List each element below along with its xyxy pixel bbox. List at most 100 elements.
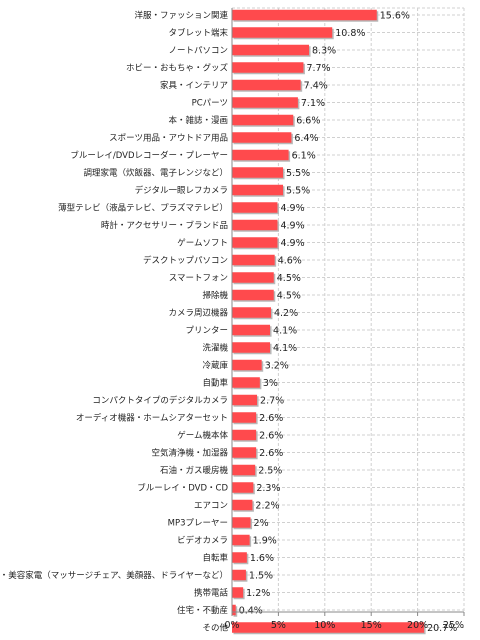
category-label: スポーツ用品・アウトドア用品	[109, 134, 228, 144]
category-label: ゲーム機本体	[177, 430, 228, 441]
category-label: デスクトップパソコン	[143, 255, 228, 266]
value-label: 2.5%	[258, 466, 282, 477]
bar	[232, 552, 247, 563]
bar	[232, 9, 377, 21]
category-label: デジタル一眼レフカメラ	[135, 185, 228, 196]
x-tick-label: 10%	[314, 620, 335, 631]
value-label: 7.7%	[306, 63, 330, 74]
category-label: プリンター	[185, 326, 228, 336]
category-label: コンパクトタイプのデジタルカメラ	[92, 395, 228, 406]
category-labels: 洋服・ファッション関連タブレット端末ノートパソコンホビー・おもちゃ・グッズ家具・…	[0, 10, 228, 634]
value-label: 2.7%	[260, 396, 284, 407]
category-label: 冷蔵庫	[202, 360, 228, 371]
bars	[232, 9, 426, 635]
value-label: 2.6%	[259, 448, 283, 459]
value-label: 10.8%	[335, 28, 365, 39]
bar	[232, 27, 333, 38]
category-label: 空気清浄機・加湿器	[151, 448, 228, 459]
category-label: 調理家電（炊飯器、電子レンジなど）	[83, 168, 228, 179]
bar	[232, 167, 284, 178]
bar	[232, 289, 274, 301]
category-label: 薄型テレビ（液晶テレビ、プラズマテレビ）	[58, 203, 228, 214]
category-label: 洗濯機	[202, 343, 228, 354]
value-label: 4.6%	[278, 256, 302, 267]
category-label: 時計・アクセサリー・ブランド品	[101, 220, 228, 231]
bar	[232, 324, 271, 336]
value-label: 1.9%	[253, 536, 277, 547]
bar	[232, 254, 275, 266]
bar	[232, 359, 262, 371]
value-label: 4.1%	[273, 326, 297, 337]
value-label: 4.1%	[273, 343, 297, 354]
category-label: 家具・インテリア	[160, 80, 228, 91]
category-label: 自動車	[202, 378, 228, 389]
category-label: ホビー・おもちゃ・グッズ	[126, 63, 229, 74]
bar	[232, 44, 310, 56]
value-label: 0.4%	[239, 606, 263, 617]
value-label: 2%	[254, 518, 269, 529]
value-label: 15.6%	[380, 11, 410, 22]
bar	[232, 79, 301, 91]
value-label: 1.6%	[250, 553, 274, 564]
bar	[232, 464, 256, 476]
value-label: 4.5%	[277, 273, 301, 284]
bar	[232, 149, 289, 161]
value-label: 3.2%	[265, 361, 289, 372]
category-label: その他	[202, 623, 228, 634]
value-label: 5.5%	[286, 168, 310, 179]
bar	[232, 237, 278, 248]
category-label: 石油・ガス暖房機	[160, 465, 229, 476]
category-label: 本・雑誌・漫画	[168, 115, 228, 126]
bar	[232, 97, 298, 108]
x-tick-label: 15%	[361, 620, 382, 631]
x-tick-label: 25%	[443, 620, 464, 631]
bar	[232, 412, 257, 423]
category-label: 自転車	[202, 553, 228, 564]
bar	[232, 534, 250, 546]
bar	[232, 342, 271, 353]
category-label: 掃除機	[202, 290, 228, 301]
value-label: 2.6%	[259, 413, 283, 424]
value-label: 4.9%	[280, 238, 304, 249]
value-label: 4.2%	[274, 308, 298, 319]
bar	[232, 114, 294, 126]
bar	[232, 604, 236, 616]
x-tick-label: 0%	[224, 620, 239, 631]
category-label: ゲームソフト	[177, 238, 228, 249]
bar	[232, 429, 257, 441]
bar	[232, 587, 244, 598]
value-label: 1.2%	[246, 588, 270, 599]
category-label: 健康・美容家電（マッサージチェア、美顔器、ドライヤーなど）	[0, 570, 228, 581]
value-label: 4.9%	[280, 221, 304, 232]
category-label: オーディオ機器・ホームシアターセット	[76, 413, 228, 424]
category-label: スマートフォン	[169, 274, 228, 284]
value-label: 2.3%	[256, 483, 280, 494]
value-label: 8.3%	[312, 46, 336, 57]
bar	[232, 447, 257, 458]
value-label: 6.4%	[294, 133, 318, 144]
value-label: 6.1%	[292, 151, 316, 162]
value-labels: 15.6% 10.8% 8.3% 7.7% 7.4% 7.1% 6.6% 6.4% 6.1% 5.…	[239, 11, 458, 635]
bar	[232, 202, 278, 213]
x-tick-label: 20%	[407, 620, 428, 631]
value-label: 20.7%	[427, 623, 457, 634]
bar	[232, 517, 251, 528]
bar	[232, 569, 246, 581]
category-label: ブルーレイ/DVDレコーダー・プレーヤー	[70, 150, 228, 161]
category-label: タブレット端末	[168, 28, 228, 39]
category-label: 洋服・ファッション関連	[134, 10, 228, 21]
category-label: ブルーレイ・DVD・CD	[137, 483, 228, 494]
grid-lines	[231, 7, 465, 628]
bar	[232, 219, 278, 231]
bar	[232, 132, 292, 143]
x-tick-label: 5%	[271, 620, 286, 631]
bar	[232, 184, 284, 196]
value-label: 7.1%	[301, 98, 325, 109]
category-label: 住宅・不動産	[177, 605, 228, 616]
value-label: 2.2%	[255, 501, 279, 512]
value-label: 4.9%	[280, 203, 304, 214]
value-label: 2.6%	[259, 431, 283, 442]
bar	[232, 482, 254, 493]
bar	[232, 62, 304, 73]
